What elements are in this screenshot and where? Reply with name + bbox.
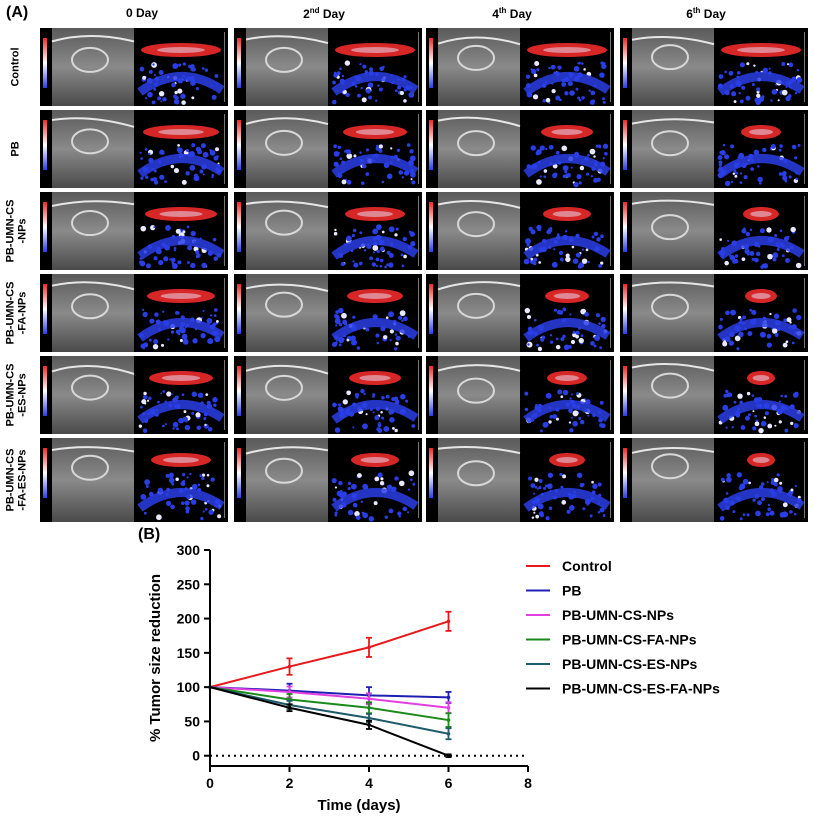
- ultrasound-image: [234, 192, 422, 270]
- x-tick-label: 0: [206, 775, 214, 791]
- ultrasound-image: [620, 438, 808, 522]
- y-tick-label: 300: [177, 542, 201, 558]
- panel-a-label: (A): [6, 4, 29, 21]
- row-label-pb: PB: [10, 141, 22, 157]
- column-header-day-2: 2nd Day: [303, 6, 345, 21]
- ultrasound-image: [40, 438, 228, 522]
- column-header-day-6: 6th Day: [686, 6, 726, 21]
- x-tick-label: 6: [445, 775, 453, 791]
- ultrasound-image: [426, 438, 614, 522]
- ultrasound-image: [234, 438, 422, 522]
- series-line: [209, 686, 449, 709]
- ultrasound-image: [234, 110, 422, 188]
- x-tick-label: 8: [524, 775, 532, 791]
- column-header-day-0: 0 Day: [125, 6, 159, 20]
- ultrasound-image: [426, 110, 614, 188]
- ultrasound-image: [426, 28, 614, 106]
- y-tick-label: 150: [177, 645, 201, 661]
- data-point: [287, 705, 292, 710]
- legend-label: PB-UMN-CS-FA-NPs: [562, 632, 697, 648]
- y-tick-label: 50: [184, 713, 200, 729]
- x-tick-label: 2: [286, 775, 294, 791]
- row-label-pb-umn-cs-fa-es-nps: PB-UMN-CS -FA-ES-NPs: [4, 448, 29, 512]
- ultrasound-image: [40, 28, 228, 106]
- ultrasound-image: [40, 274, 228, 352]
- data-point: [446, 731, 451, 736]
- ultrasound-image: [620, 356, 808, 434]
- ultrasound-image: [40, 192, 228, 270]
- row-label-pb-umn-cs-fa-nps: PB-UMN-CS -FA-NPs: [4, 281, 29, 345]
- data-point: [367, 645, 371, 650]
- data-point: [287, 664, 292, 669]
- data-point: [446, 705, 451, 710]
- panel-b-label: (B): [138, 526, 161, 543]
- column-header-day-4: 4th Day: [492, 6, 532, 21]
- legend-label: PB-UMN-CS-ES-FA-NPs: [562, 681, 720, 697]
- data-point: [446, 619, 451, 624]
- ultrasound-image: [620, 192, 808, 270]
- y-axis-label: % Tumor size reduction: [147, 574, 164, 742]
- ultrasound-image: [234, 28, 422, 106]
- data-point: [446, 718, 451, 722]
- row-label-pb-umn-cs-nps: PB-UMN-CS -NPs: [4, 199, 29, 263]
- legend-label: PB-UMN-CS-NPs: [562, 607, 674, 623]
- data-point: [367, 723, 371, 727]
- ultrasound-image: [40, 356, 228, 434]
- ultrasound-image: [234, 356, 422, 434]
- series-line: [209, 686, 449, 757]
- legend-label: PB-UMN-CS-ES-NPs: [562, 656, 698, 672]
- ultrasound-image: [620, 110, 808, 188]
- legend-label: PB: [562, 583, 581, 599]
- ultrasound-image: [620, 28, 808, 106]
- ultrasound-image: [40, 110, 228, 188]
- y-tick-label: 0: [192, 748, 200, 764]
- ultrasound-image: [426, 274, 614, 352]
- y-tick-label: 200: [177, 611, 201, 627]
- y-tick-label: 100: [177, 679, 201, 695]
- row-label-control: Control: [10, 47, 23, 87]
- data-point: [446, 695, 451, 700]
- x-tick-label: 4: [365, 775, 373, 791]
- ultrasound-image: [620, 274, 808, 352]
- tumor-size-line-chart: 0 50 100 150 200 250 300 0 2 4 6 8 Time (days) % Tumo…: [147, 542, 720, 814]
- data-point: [208, 685, 212, 689]
- legend-label: Control: [562, 558, 612, 574]
- series-line: [209, 686, 449, 735]
- data-point: [367, 697, 371, 701]
- series-line: [209, 620, 449, 689]
- series-line: [209, 686, 449, 722]
- y-tick-label: 250: [177, 576, 201, 592]
- x-axis-label: Time (days): [317, 797, 400, 814]
- ultrasound-image: [234, 274, 422, 352]
- data-point: [367, 705, 371, 710]
- data-point: [446, 753, 451, 758]
- ultrasound-image: [426, 356, 614, 434]
- data-point: [367, 716, 371, 720]
- ultrasound-image: [426, 192, 614, 270]
- row-label-pb-umn-cs-es-nps: PB-UMN-CS -ES-NPs: [4, 363, 29, 427]
- data-point: [287, 690, 292, 694]
